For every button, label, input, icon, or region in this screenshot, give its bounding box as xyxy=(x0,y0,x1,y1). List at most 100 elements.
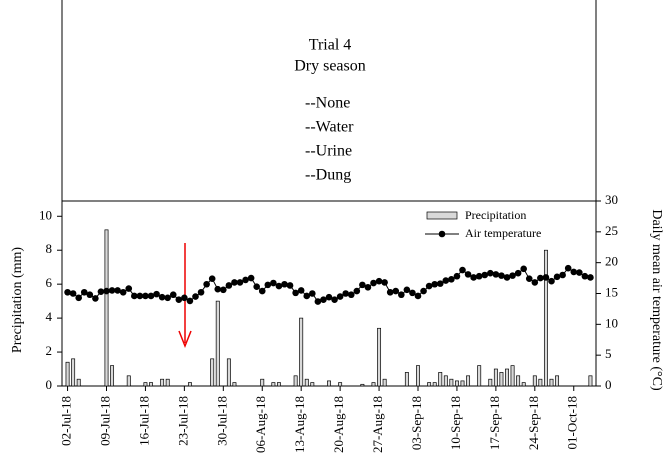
y2-tick-label: 10 xyxy=(605,315,618,330)
subtitle: Dry season xyxy=(294,58,366,75)
x-tick-label: 16-Jul-18 xyxy=(136,396,151,446)
legend-label: Precipitation xyxy=(465,208,526,222)
y2-tick-label: 20 xyxy=(605,254,618,269)
bar xyxy=(232,382,237,387)
temperature-point xyxy=(514,269,522,277)
temperature-point xyxy=(103,287,110,295)
bar xyxy=(382,378,387,387)
temperature-point xyxy=(303,292,311,300)
temperature-point xyxy=(275,282,283,290)
temperature-point xyxy=(448,276,455,283)
temperature-point xyxy=(114,287,121,294)
temperature-point xyxy=(342,290,349,297)
bar xyxy=(143,382,148,387)
temperature-point xyxy=(336,293,344,300)
temperature-point xyxy=(86,291,94,299)
bar xyxy=(443,375,448,387)
bar xyxy=(510,365,515,387)
bar xyxy=(516,375,521,387)
bar xyxy=(521,382,526,387)
temperature-point xyxy=(164,294,171,302)
x-tick-label: 24-Sep-18 xyxy=(526,396,541,450)
temperature-point xyxy=(292,289,299,297)
red-arrow xyxy=(178,243,192,349)
bar xyxy=(427,382,432,387)
temperature-point xyxy=(131,292,138,300)
x-tick-label: 10-Sep-18 xyxy=(448,396,463,450)
y-tick-label: 4 xyxy=(46,309,53,324)
temperature-point xyxy=(142,292,149,300)
bar xyxy=(454,380,459,387)
bar xyxy=(505,368,509,387)
bar xyxy=(76,378,81,387)
temperature-point xyxy=(425,282,433,290)
bar xyxy=(260,378,265,387)
x-tick-label: 20-Aug-18 xyxy=(331,396,346,453)
temperature-point xyxy=(147,292,155,300)
legend-swatch xyxy=(426,211,458,220)
bar xyxy=(276,382,281,387)
x-tick-label: 03-Sep-18 xyxy=(409,396,424,450)
y-tick-label: 2 xyxy=(46,343,53,358)
x-tick-label: 23-Jul-18 xyxy=(175,396,190,446)
annotation: --Dung xyxy=(305,167,351,184)
bar xyxy=(126,375,131,387)
temperature-point xyxy=(375,277,383,285)
temperature-point xyxy=(414,292,422,300)
temperature-point xyxy=(108,287,116,294)
bar xyxy=(532,375,537,387)
x-tick-label: 01-Oct-18 xyxy=(565,396,580,449)
temperature-point xyxy=(487,269,494,277)
temperature-point xyxy=(220,286,227,294)
annotation: --Water xyxy=(305,119,354,136)
bar xyxy=(438,372,443,387)
temperature-point xyxy=(398,291,405,299)
bar xyxy=(449,378,454,387)
bar xyxy=(310,382,315,387)
temperature-point xyxy=(587,274,594,281)
y2-tick-label: 5 xyxy=(605,346,612,361)
top-panel xyxy=(62,0,596,201)
temperature-point xyxy=(325,293,333,301)
temperature-point xyxy=(247,274,255,282)
bar xyxy=(488,378,493,387)
bar xyxy=(555,375,560,387)
bar xyxy=(71,358,76,387)
temperature-point xyxy=(314,298,322,305)
temperature-point xyxy=(186,297,194,305)
bar xyxy=(460,380,465,387)
temperature-point xyxy=(475,272,483,280)
temperature-point xyxy=(481,271,489,279)
annotation: --Urine xyxy=(305,143,352,160)
temperature-point xyxy=(403,286,411,294)
temperature-point xyxy=(242,276,249,284)
annotation: --None xyxy=(305,95,350,112)
y-tick-label: 10 xyxy=(39,207,52,222)
temperature-point xyxy=(576,269,583,276)
temperature-point xyxy=(69,290,77,297)
temperature-point xyxy=(570,268,578,276)
temperature-point xyxy=(370,279,377,287)
temperature-point xyxy=(392,287,400,295)
legend-swatch xyxy=(438,230,446,238)
temperature-point xyxy=(459,266,466,274)
bar xyxy=(271,382,276,387)
temperature-point xyxy=(553,273,561,281)
temperature-point xyxy=(169,291,177,299)
temperature-point xyxy=(181,294,188,302)
temperature-point xyxy=(464,271,472,278)
temperature-point xyxy=(125,285,133,292)
temperature-point xyxy=(297,287,305,294)
bar xyxy=(187,382,192,387)
bar xyxy=(165,378,170,387)
temperature-point xyxy=(548,277,555,285)
bar xyxy=(499,372,504,387)
temperature-point xyxy=(453,272,461,280)
temperature-point xyxy=(542,274,550,281)
bar xyxy=(110,365,115,387)
bar xyxy=(299,317,304,387)
temperature-point xyxy=(564,264,572,272)
temperature-point xyxy=(503,274,511,281)
temperature-point xyxy=(136,292,144,300)
temperature-point xyxy=(153,290,160,298)
